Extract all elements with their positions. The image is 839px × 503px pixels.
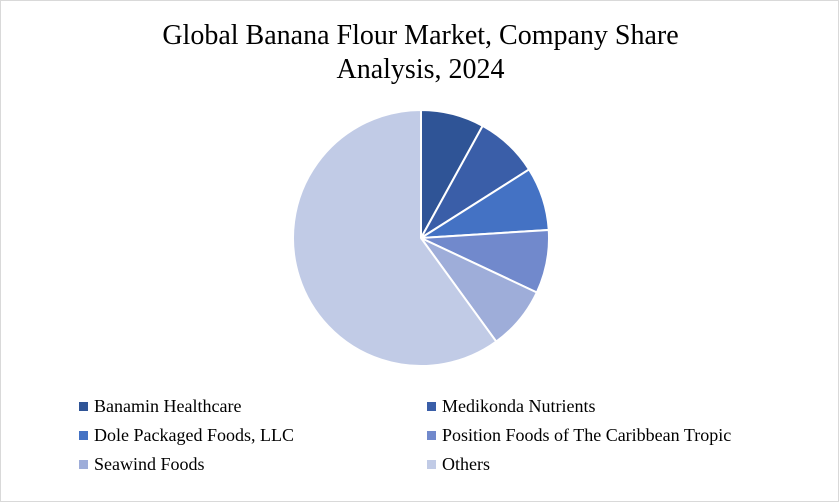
legend-swatch <box>427 401 436 411</box>
chart-legend: Banamin Healthcare Medikonda Nutrients Dol… <box>79 395 819 475</box>
legend-label: Dole Packaged Foods, LLC <box>94 425 294 445</box>
legend-label: Others <box>442 454 490 474</box>
legend-label: Position Foods of The Caribbean Tropic <box>442 425 732 445</box>
legend-swatch <box>79 459 88 469</box>
legend-item: Medikonda Nutrients <box>427 395 787 417</box>
legend-swatch <box>427 459 436 469</box>
pie-slice-others <box>292 108 498 367</box>
legend-item: Others <box>427 453 787 475</box>
chart-title-line-2: Analysis, 2024 <box>336 54 505 85</box>
chart-title: Global Banana Flour Market, Company Shar… <box>1 19 839 87</box>
legend-swatch <box>79 401 88 411</box>
legend-item: Position Foods of The Caribbean Tropic <box>427 424 787 446</box>
legend-swatch <box>427 430 436 440</box>
legend-item: Seawind Foods <box>79 453 427 475</box>
chart-title-line-1: Global Banana Flour Market, Company Shar… <box>162 20 679 51</box>
legend-label: Seawind Foods <box>94 454 205 474</box>
legend-swatch <box>79 430 88 440</box>
legend-item: Dole Packaged Foods, LLC <box>79 424 427 446</box>
legend-label: Medikonda Nutrients <box>442 396 596 416</box>
legend-item: Banamin Healthcare <box>79 395 427 417</box>
legend-label: Banamin Healthcare <box>94 396 242 416</box>
